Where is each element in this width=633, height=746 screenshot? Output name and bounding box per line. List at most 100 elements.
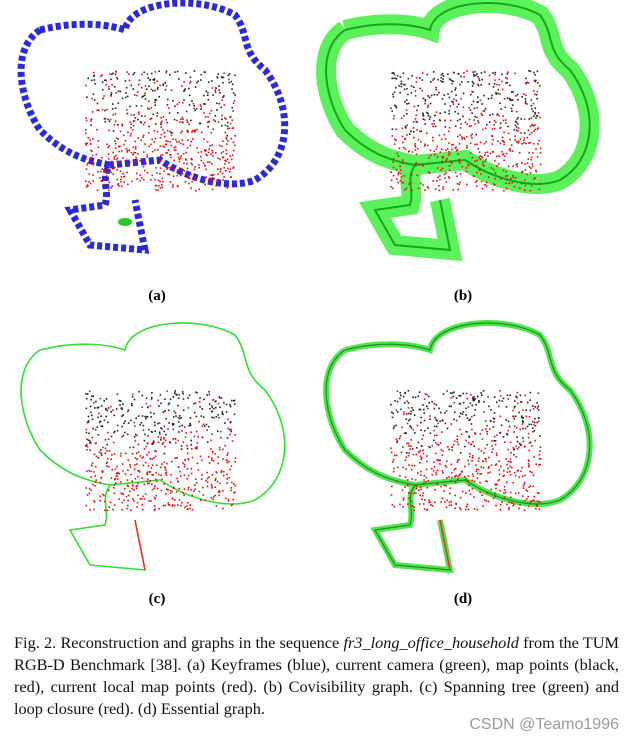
map-point xyxy=(473,445,475,447)
map-point xyxy=(509,470,511,473)
map-point xyxy=(491,143,494,145)
map-point xyxy=(486,151,489,153)
map-point xyxy=(476,180,478,182)
map-point xyxy=(167,173,169,175)
map-point xyxy=(408,183,410,185)
map-point xyxy=(139,498,142,500)
map-point xyxy=(175,415,177,417)
map-point xyxy=(425,509,428,511)
map-point xyxy=(460,97,462,100)
map-point xyxy=(465,392,468,395)
map-point xyxy=(100,415,102,417)
map-point xyxy=(476,143,478,146)
map-point xyxy=(184,426,186,428)
map-point xyxy=(461,136,463,138)
map-point xyxy=(442,450,444,452)
map-point xyxy=(116,157,119,160)
map-point xyxy=(179,167,181,170)
map-point xyxy=(517,469,520,472)
map-point xyxy=(465,167,468,169)
map-point xyxy=(418,408,421,411)
map-point xyxy=(517,492,520,494)
map-point xyxy=(166,166,168,169)
map-point xyxy=(445,159,447,161)
map-point xyxy=(490,135,493,137)
map-point xyxy=(436,156,439,158)
map-point xyxy=(504,106,507,108)
map-point xyxy=(176,169,179,171)
map-point xyxy=(224,117,226,119)
map-point xyxy=(217,456,219,458)
map-point xyxy=(172,438,175,440)
map-point xyxy=(466,144,468,147)
map-point xyxy=(107,146,109,149)
map-point xyxy=(118,472,121,475)
map-point xyxy=(447,154,450,156)
map-point xyxy=(390,447,392,449)
map-point xyxy=(433,115,436,117)
map-point xyxy=(169,442,172,444)
map-point xyxy=(393,454,396,457)
map-point xyxy=(452,143,455,146)
map-point xyxy=(86,421,89,424)
map-point xyxy=(534,111,536,114)
map-point xyxy=(498,399,501,402)
map-point xyxy=(232,141,235,144)
map-point xyxy=(118,150,121,153)
map-point xyxy=(212,407,215,410)
map-point xyxy=(459,181,461,184)
map-point xyxy=(530,167,532,169)
map-point xyxy=(132,73,134,76)
map-point xyxy=(436,94,439,96)
map-point xyxy=(200,159,203,162)
map-point xyxy=(396,390,399,392)
map-point xyxy=(407,484,409,486)
map-point xyxy=(219,430,222,433)
map-point xyxy=(126,171,128,174)
map-point xyxy=(423,408,425,411)
map-point xyxy=(426,486,429,489)
map-point xyxy=(532,420,534,423)
map-point xyxy=(113,484,116,486)
map-point xyxy=(153,141,156,143)
map-point xyxy=(417,105,419,107)
map-point xyxy=(94,481,97,483)
map-point xyxy=(455,87,457,89)
map-point xyxy=(482,110,485,113)
map-point xyxy=(468,118,471,121)
map-point xyxy=(482,161,484,164)
map-point xyxy=(474,181,477,184)
map-point xyxy=(509,441,512,444)
map-point xyxy=(401,162,404,165)
map-point xyxy=(463,137,465,139)
map-point xyxy=(139,160,141,162)
map-point xyxy=(94,442,97,445)
map-point xyxy=(182,118,184,121)
map-point xyxy=(443,484,445,487)
map-point xyxy=(128,73,130,75)
map-point xyxy=(536,492,539,494)
map-point xyxy=(199,397,201,399)
map-point xyxy=(393,73,396,76)
map-point xyxy=(136,172,138,175)
map-point xyxy=(453,98,455,101)
map-point xyxy=(539,147,542,150)
map-point xyxy=(522,421,524,424)
map-point xyxy=(208,462,211,464)
map-point xyxy=(165,471,168,474)
map-point xyxy=(493,421,495,423)
map-point xyxy=(454,494,456,497)
map-point xyxy=(422,118,425,120)
map-point xyxy=(127,494,130,497)
map-point xyxy=(234,461,236,463)
map-point xyxy=(493,83,496,85)
map-point xyxy=(405,127,407,129)
map-point xyxy=(477,121,480,124)
map-point xyxy=(522,485,525,487)
map-point xyxy=(428,96,431,99)
map-point xyxy=(434,125,437,128)
map-point xyxy=(391,72,393,74)
map-point xyxy=(226,134,228,137)
map-point xyxy=(136,94,138,97)
map-point xyxy=(434,416,436,419)
